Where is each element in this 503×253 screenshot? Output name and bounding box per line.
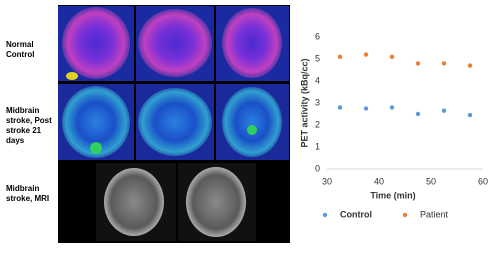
point (363, 106, 369, 111)
image-panel (58, 5, 290, 243)
point (467, 112, 473, 118)
x-tick-label: 60 (478, 176, 488, 186)
x-tick-label: 30 (322, 176, 332, 186)
y-axis-label: PET activity (kBq/cc) (299, 58, 309, 147)
y-tick-label: 6 (315, 31, 320, 41)
y-tick-label: 2 (315, 119, 320, 129)
x-tick-label: 50 (426, 176, 436, 186)
legend-marker (322, 212, 328, 218)
legend-marker (402, 212, 408, 218)
y-tick-label: 3 (315, 97, 320, 107)
point (441, 108, 447, 113)
point (337, 105, 343, 110)
row-label: Midbrain stroke, MRI (6, 184, 50, 203)
point (363, 52, 369, 57)
point (415, 111, 421, 117)
row-label: Normal Control (6, 40, 35, 59)
x-axis-label: Time (min) (370, 190, 415, 200)
legend-label: Control (340, 209, 372, 219)
point (467, 63, 473, 68)
y-tick-label: 4 (315, 75, 320, 85)
point (389, 105, 395, 110)
y-tick-label: 1 (315, 141, 320, 151)
y-tick-label: 0 (315, 163, 320, 173)
point (389, 54, 395, 59)
legend-label: Patient (420, 209, 449, 219)
point (337, 54, 343, 59)
x-tick-label: 40 (374, 176, 384, 186)
y-tick-label: 5 (315, 53, 320, 63)
point (415, 61, 421, 66)
row-label: Midbrain stroke, Post stroke 21 days (6, 106, 52, 145)
point (441, 61, 447, 66)
